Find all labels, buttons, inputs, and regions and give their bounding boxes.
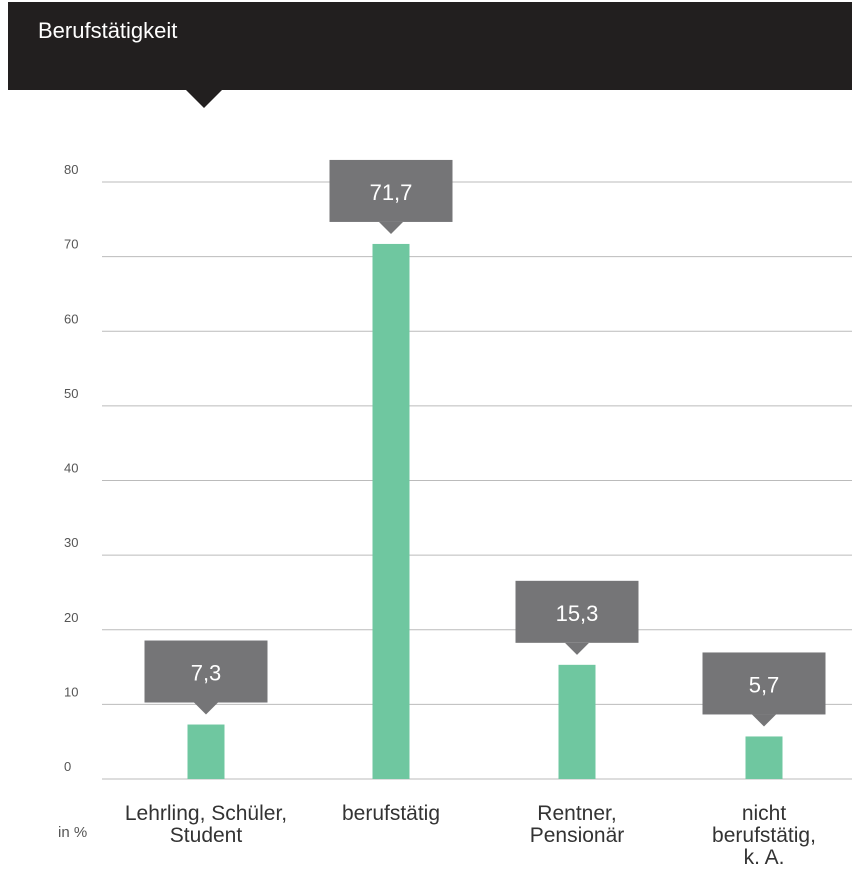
bar (558, 664, 596, 779)
unit-label: in % (58, 824, 87, 841)
x-tick-label: berufstätig (342, 802, 440, 825)
chart-title: Berufstätigkeit (38, 18, 178, 43)
chart-header: Berufstätigkeit (8, 2, 852, 90)
data-label-box (515, 580, 639, 643)
data-label-pointer (194, 702, 218, 715)
data-label: 5,7 (749, 672, 780, 697)
y-tick-label: 20 (64, 610, 78, 625)
data-label-box (702, 652, 826, 715)
x-tick-label: nicht (742, 802, 787, 825)
data-label: 71,7 (370, 180, 413, 205)
data-label: 7,3 (191, 661, 222, 686)
data-label-box (144, 640, 268, 703)
x-tick-label: Rentner, (537, 802, 616, 825)
y-tick-label: 60 (64, 311, 78, 326)
x-tick-label: berufstätig, (712, 824, 816, 847)
header-pointer (186, 90, 222, 108)
x-tick-label: Lehrling, Schüler, (125, 802, 287, 825)
x-tick-label: Pensionär (530, 824, 625, 847)
bar (187, 724, 225, 779)
data-label-pointer (752, 714, 776, 727)
data-label-pointer (565, 642, 589, 655)
y-tick-label: 10 (64, 684, 78, 699)
x-tick-label: k. A. (744, 846, 785, 869)
data-label-box (329, 159, 453, 222)
y-tick-label: 40 (64, 461, 78, 476)
y-tick-label: 70 (64, 237, 78, 252)
bar (745, 736, 783, 779)
y-tick-label: 50 (64, 386, 78, 401)
y-tick-label: 30 (64, 535, 78, 550)
bar (372, 243, 410, 780)
y-tick-label: 0 (64, 759, 71, 774)
y-tick-label: 80 (64, 162, 78, 177)
data-label: 15,3 (556, 601, 599, 626)
data-label-pointer (379, 221, 403, 234)
x-tick-label: Student (170, 824, 243, 847)
